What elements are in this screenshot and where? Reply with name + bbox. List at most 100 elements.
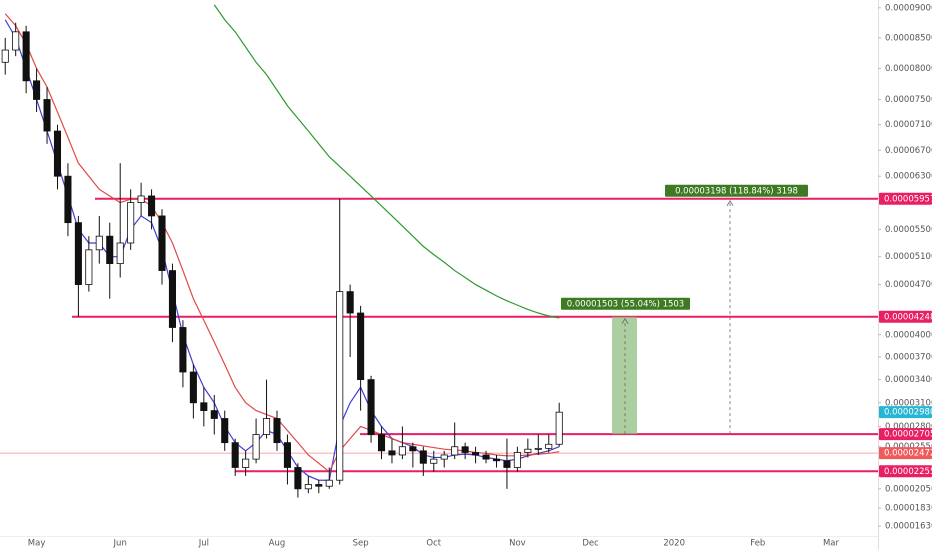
- level-tag-label: 0.00005957: [884, 194, 932, 204]
- x-tick-label: Jun: [113, 539, 127, 549]
- candle-body: [231, 442, 239, 468]
- y-tick-label: 0.00007500: [885, 95, 932, 105]
- y-tick-label: 0.00005100: [885, 252, 932, 262]
- x-tick-label: May: [28, 539, 46, 549]
- level-tag: [879, 465, 932, 478]
- candle-body: [534, 447, 542, 450]
- candle-body: [315, 484, 323, 487]
- level-tag: [879, 192, 932, 205]
- candle-body: [440, 454, 448, 460]
- candle-body: [367, 379, 375, 435]
- y-tick-label: 0.00007100: [885, 120, 932, 130]
- candle-body: [482, 454, 490, 460]
- candle-body: [179, 327, 187, 373]
- candle-body: [189, 371, 197, 404]
- x-tick-label: 2020: [663, 539, 685, 549]
- candle-body: [43, 99, 51, 132]
- candle-body: [472, 452, 480, 456]
- annotation-label: 0.00003198 (118.84%) 3198: [675, 186, 798, 196]
- candle-body: [137, 195, 145, 203]
- price-tag-label: 0.00002980: [884, 408, 932, 418]
- candle-body: [513, 452, 521, 468]
- x-tick-label: Aug: [269, 539, 286, 549]
- candle-body: [545, 443, 553, 449]
- x-tick-label: Oct: [426, 539, 441, 549]
- annotation-label: 0.00001503 (55.04%) 1503: [567, 299, 684, 309]
- x-tick-label: Jul: [198, 539, 209, 549]
- price-tag: [879, 406, 932, 419]
- candle-body: [22, 31, 30, 82]
- level-tag-label: 0.00002255: [884, 467, 932, 477]
- level-tag-label: 0.00004248: [884, 312, 932, 322]
- candle-body: [503, 460, 511, 468]
- level-tag: [879, 310, 932, 323]
- candle-body: [1, 49, 9, 63]
- candle-body: [388, 450, 396, 456]
- candle-body: [398, 446, 406, 456]
- y-tick-label: 0.00004000: [885, 330, 932, 340]
- y-tick-label: 0.00004700: [885, 280, 932, 290]
- candle-body: [451, 446, 459, 456]
- candle-body: [273, 418, 281, 444]
- candle-body: [53, 130, 62, 177]
- annotation-box: [665, 184, 808, 197]
- level-tag: [879, 428, 932, 441]
- x-tick-label: Sep: [353, 539, 369, 549]
- x-tick-label: Nov: [509, 539, 526, 549]
- x-tick-label: Mar: [823, 539, 840, 549]
- candle-body: [409, 446, 417, 452]
- candle-body: [74, 222, 82, 285]
- candle-body: [325, 479, 333, 487]
- candle-body: [242, 458, 250, 468]
- candle-body: [377, 434, 386, 452]
- y-tick-label: 0.00006700: [885, 146, 932, 156]
- candle-body: [12, 31, 20, 51]
- candle-body: [116, 242, 124, 265]
- x-tick-label: Feb: [750, 539, 765, 549]
- candle-body: [221, 418, 229, 444]
- candle-body: [95, 235, 103, 251]
- candle-body: [294, 467, 302, 490]
- x-tick-label: Dec: [582, 539, 599, 549]
- candle-body: [283, 442, 291, 468]
- arrow-head: [621, 317, 629, 324]
- candle-body: [430, 458, 438, 464]
- price-tag: [879, 447, 932, 460]
- candle-body: [210, 410, 218, 419]
- candle-body: [200, 402, 208, 412]
- candle-body: [85, 249, 93, 285]
- candle-body: [106, 235, 114, 265]
- annotation-box: [561, 297, 690, 310]
- candle-body: [262, 418, 271, 435]
- candle-body: [148, 195, 156, 217]
- candle-body: [127, 202, 135, 244]
- candle-body: [304, 484, 312, 490]
- candle-body: [168, 270, 176, 328]
- candle-body: [555, 411, 563, 445]
- y-tick-label: 0.00003700: [885, 352, 932, 362]
- moving-average: [213, 4, 560, 319]
- y-tick-label: 0.00008000: [885, 64, 932, 74]
- candle-body: [461, 446, 469, 453]
- y-tick-label: 0.00009000: [885, 3, 932, 13]
- projection-box: [612, 316, 637, 435]
- level-tag-label: 0.00002705: [884, 430, 932, 440]
- candle-body: [419, 450, 427, 464]
- price-tag-label: 0.00002472: [884, 449, 932, 459]
- candle-body: [158, 215, 166, 271]
- y-tick-label: 0.00002050: [885, 484, 932, 494]
- candle-body: [492, 458, 501, 462]
- candle-body: [357, 312, 365, 381]
- candle-body: [33, 80, 41, 100]
- y-tick-label: 0.00001630: [885, 522, 932, 532]
- arrow-head: [726, 200, 734, 207]
- y-tick-label: 0.00006300: [885, 172, 932, 182]
- candle-body: [336, 291, 344, 481]
- y-tick-label: 0.00002800: [885, 422, 932, 432]
- y-tick-label: 0.00003100: [885, 398, 932, 408]
- y-tick-label: 0.00005500: [885, 225, 932, 235]
- candle-body: [252, 434, 260, 460]
- y-tick-label: 0.00003400: [885, 375, 932, 385]
- candle-body: [346, 291, 354, 314]
